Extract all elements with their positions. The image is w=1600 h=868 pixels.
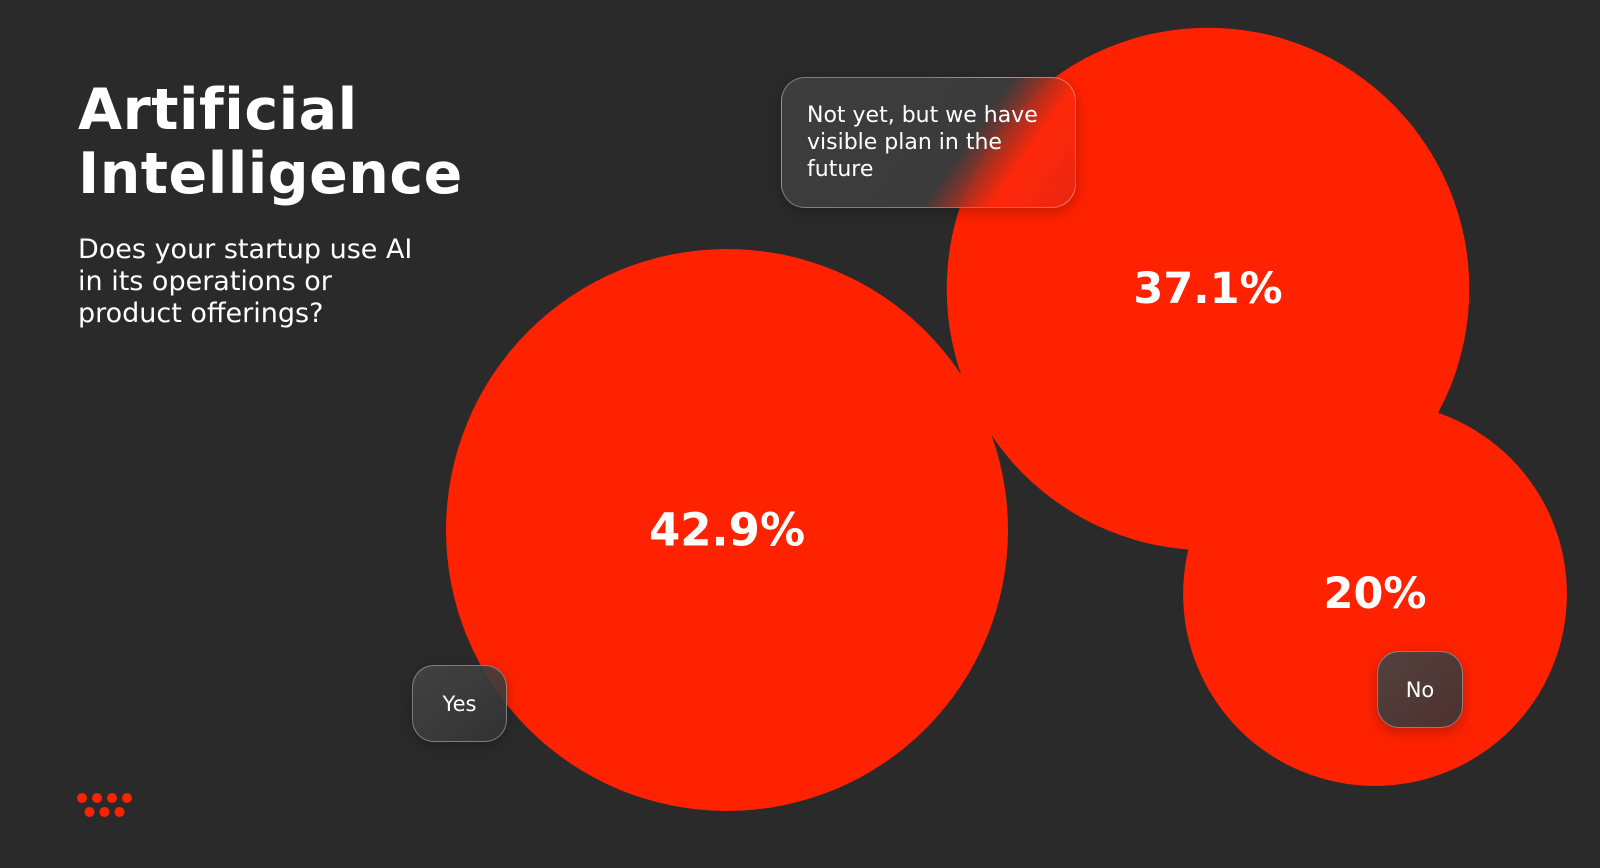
value-label-yes: 42.9%: [649, 504, 805, 557]
legend-label-not-yet: Not yet, but we have visible plan in the…: [781, 77, 1076, 208]
page-title: Artificial Intelligence: [78, 77, 463, 207]
value-label-no: 20%: [1324, 569, 1427, 619]
bubble-yes: [446, 249, 1008, 811]
legend-label-no: No: [1377, 651, 1463, 728]
legend-label-yes: Yes: [412, 665, 507, 742]
value-label-not-yet: 37.1%: [1133, 264, 1282, 314]
page-subtitle: Does your startup use AI in its operatio…: [78, 234, 413, 329]
dots-logo-icon: [77, 793, 132, 817]
bubble-no: [1183, 402, 1567, 786]
